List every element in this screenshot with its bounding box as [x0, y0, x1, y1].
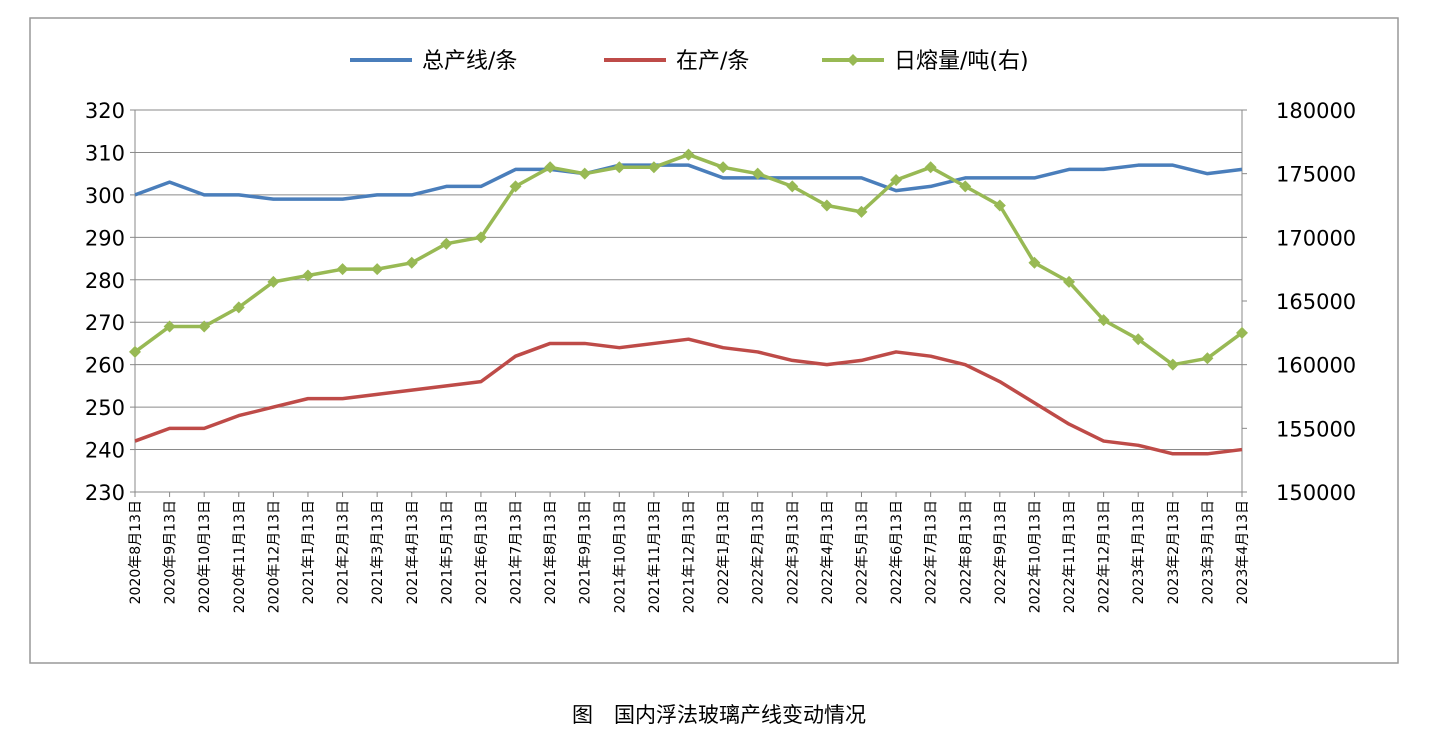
- x-tick-label: 2020年9月13日: [163, 500, 179, 604]
- y-tick-label: 240: [85, 439, 125, 463]
- series-marker: [1166, 358, 1179, 371]
- series-marker: [820, 199, 833, 212]
- x-tick-label: 2021年10月13日: [612, 500, 628, 613]
- x-tick-label: 2022年4月13日: [820, 500, 836, 604]
- series-marker: [163, 320, 176, 333]
- x-tick-label: 2023年4月13日: [1235, 500, 1251, 604]
- series-marker: [1236, 326, 1248, 339]
- y2-tick-label: 180000: [1276, 99, 1356, 123]
- series-marker: [1028, 256, 1041, 269]
- y-tick-label: 250: [85, 396, 125, 420]
- series-marker: [336, 263, 349, 276]
- series-marker: [890, 174, 903, 187]
- series-marker: [267, 275, 280, 288]
- series-line: [134, 163, 1243, 201]
- y-tick-label: 300: [85, 184, 125, 208]
- x-tick-label: 2022年2月13日: [751, 500, 767, 604]
- series-marker: [405, 256, 418, 269]
- y-tick-label: 270: [85, 311, 125, 335]
- x-tick-label: 2022年6月13日: [889, 500, 905, 604]
- x-tick-label: 2023年3月13日: [1200, 500, 1216, 604]
- y-tick-label: 230: [85, 481, 125, 505]
- x-tick-label: 2021年9月13日: [578, 500, 594, 604]
- x-tick-label: 2023年1月13日: [1131, 500, 1147, 604]
- x-tick-label: 2022年1月13日: [716, 500, 732, 604]
- caption: 图 国内浮法玻璃产线变动情况: [572, 703, 866, 727]
- x-tick-label: 2020年10月13日: [197, 500, 213, 613]
- y2-tick-label: 160000: [1276, 354, 1356, 378]
- y2-tick-label: 155000: [1276, 417, 1356, 441]
- x-tick-label: 2022年9月13日: [993, 500, 1009, 604]
- x-tick-label: 2021年4月13日: [405, 500, 421, 604]
- x-tick-label: 2021年11月13日: [647, 500, 663, 613]
- series-marker: [371, 263, 384, 276]
- x-tick-label: 2021年2月13日: [336, 500, 352, 604]
- series-marker: [993, 199, 1006, 212]
- x-tick-label: 2022年7月13日: [924, 500, 940, 604]
- series-marker: [1063, 275, 1076, 288]
- series-marker: [1097, 314, 1110, 327]
- x-tick-label: 2022年3月13日: [785, 500, 801, 604]
- y2-tick-label: 150000: [1276, 481, 1356, 505]
- series-marker: [544, 161, 557, 174]
- series-marker: [751, 167, 764, 180]
- y-tick-label: 320: [85, 99, 125, 123]
- series-marker: [717, 161, 730, 174]
- y-tick-label: 310: [85, 141, 125, 165]
- y-tick-label: 280: [85, 269, 125, 293]
- legend-marker: [847, 54, 859, 66]
- series-marker: [855, 205, 868, 218]
- series-marker: [682, 148, 695, 161]
- y2-tick-label: 165000: [1276, 290, 1356, 314]
- series-marker: [129, 345, 141, 358]
- x-tick-label: 2022年8月13日: [958, 500, 974, 604]
- x-tick-label: 2021年3月13日: [370, 500, 386, 604]
- x-tick-label: 2021年5月13日: [439, 500, 455, 604]
- series-marker: [474, 231, 487, 244]
- x-tick-label: 2020年12月13日: [266, 500, 282, 613]
- series-marker: [647, 161, 660, 174]
- series-marker: [232, 301, 245, 314]
- x-tick-label: 2023年2月13日: [1166, 500, 1182, 604]
- x-tick-label: 2020年8月13日: [128, 500, 144, 604]
- legend-label: 在产/条: [676, 49, 749, 74]
- series-marker: [924, 161, 937, 174]
- series-marker: [509, 180, 522, 193]
- legend-label: 日熔量/吨(右): [894, 49, 1029, 74]
- x-tick-label: 2021年1月13日: [301, 500, 317, 604]
- x-tick-label: 2020年11月13日: [232, 500, 248, 613]
- x-tick-label: 2021年7月13日: [509, 500, 525, 604]
- legend-label: 总产线/条: [422, 49, 517, 74]
- x-tick-label: 2021年6月13日: [474, 500, 490, 604]
- y-tick-label: 260: [85, 354, 125, 378]
- series-marker: [959, 180, 972, 193]
- series-marker: [440, 237, 453, 250]
- x-tick-label: 2022年5月13日: [854, 500, 870, 604]
- series-marker: [786, 180, 799, 193]
- series-marker: [1132, 333, 1145, 346]
- series-marker: [578, 167, 591, 180]
- x-tick-label: 2021年8月13日: [543, 500, 559, 604]
- x-tick-label: 2022年12月13日: [1097, 500, 1113, 613]
- series-marker: [1201, 352, 1214, 365]
- x-tick-label: 2022年11月13日: [1062, 500, 1078, 613]
- series-marker: [613, 161, 626, 174]
- y-tick-label: 290: [85, 226, 125, 250]
- series-marker: [198, 320, 211, 333]
- x-tick-label: 2022年10月13日: [1027, 500, 1043, 613]
- chart-frame: [29, 17, 1399, 664]
- x-tick-label: 2021年12月13日: [682, 500, 698, 613]
- series-marker: [301, 269, 314, 282]
- y2-tick-label: 175000: [1276, 163, 1356, 187]
- series-line: [134, 337, 1243, 456]
- y2-tick-label: 170000: [1276, 226, 1356, 250]
